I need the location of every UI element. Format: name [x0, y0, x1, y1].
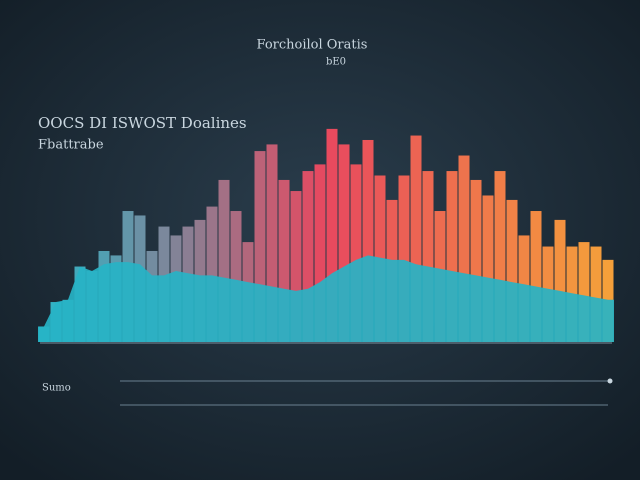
- bar: [590, 246, 602, 342]
- bar: [326, 128, 338, 342]
- bar: [506, 199, 518, 342]
- bar: [266, 144, 278, 342]
- chart-subtitle: bE0: [326, 57, 346, 68]
- bar: [470, 179, 482, 342]
- bar: [494, 171, 506, 342]
- chart-title: Forchoilol Oratis: [257, 38, 368, 53]
- bar: [422, 171, 434, 342]
- bar: [578, 242, 590, 342]
- bar: [206, 206, 218, 342]
- bar: [398, 175, 410, 342]
- bar: [338, 144, 350, 342]
- bar: [458, 155, 470, 342]
- bar: [230, 211, 242, 342]
- footer: Sumo: [42, 383, 71, 394]
- subheading: Fbattrabe: [38, 138, 104, 153]
- bar: [530, 211, 542, 342]
- bar: [218, 179, 230, 342]
- bar: [302, 171, 314, 342]
- bar: [290, 191, 302, 342]
- bar: [254, 151, 266, 342]
- bar: [410, 135, 422, 342]
- area: [38, 255, 614, 342]
- bar: [314, 164, 326, 342]
- bar: [350, 164, 362, 342]
- bar: [554, 219, 566, 342]
- bar: [482, 195, 494, 342]
- bar: [362, 139, 374, 342]
- bar: [278, 179, 290, 342]
- heading: OOCS DI ISWOST Doalines: [38, 114, 247, 132]
- bar: [446, 171, 458, 342]
- timeline-dot: [607, 378, 613, 384]
